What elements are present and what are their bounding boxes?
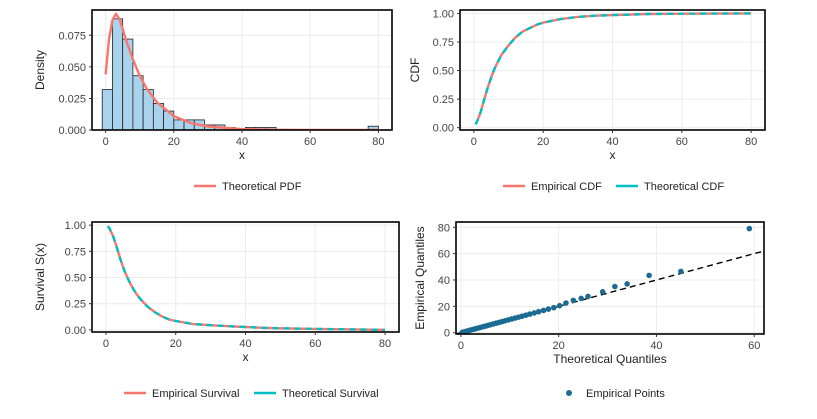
y-tick-label: 0.50 <box>65 273 86 285</box>
series-line-theoretical-survival <box>106 225 386 332</box>
y-tick-label: 0 <box>444 328 450 340</box>
legend-label: Theoretical CDF <box>644 181 724 193</box>
data-point <box>550 304 557 311</box>
panel-qq: 0 20 40 60 0 20 40 60 80 Theoretical Quantiles Emp… <box>413 221 765 400</box>
y-axis-label: Survival S(x) <box>33 243 47 311</box>
legend: Empirical CDF Theoretical CDF <box>503 181 724 193</box>
legend: Empirical Points <box>566 388 665 400</box>
y-tick-label: 60 <box>438 249 450 261</box>
data-point <box>540 307 547 314</box>
x-tick-label: 60 <box>309 338 321 350</box>
y-tick-label: 0.25 <box>433 94 454 106</box>
x-tick-label: 80 <box>379 338 391 350</box>
data-point <box>527 311 533 317</box>
x-axis-label: x <box>243 350 249 364</box>
x-axis-label: x <box>610 148 616 162</box>
histogram-bar <box>112 18 124 130</box>
series-line-theoretical-cdf <box>474 12 752 125</box>
y-tick-label: 0.75 <box>65 246 86 258</box>
data-point <box>563 300 569 306</box>
y-tick-label: 0.025 <box>58 93 86 105</box>
legend-label: Empirical CDF <box>531 181 602 193</box>
data-point <box>612 283 618 290</box>
x-tick-label: 20 <box>170 338 182 350</box>
x-tick-label: 0 <box>458 340 464 352</box>
plot-area <box>456 225 764 334</box>
histogram-bar <box>173 119 185 130</box>
legend: Theoretical PDF <box>194 181 302 193</box>
y-tick-label: 0.25 <box>65 299 86 311</box>
y-tick-label: 20 <box>438 301 450 313</box>
plot-area <box>106 225 386 332</box>
data-point <box>599 289 606 295</box>
y-tick-label: 0.00 <box>433 123 454 135</box>
legend: Empirical Survival Theoretical Survival <box>124 388 379 400</box>
panel-survival: 0 20 40 60 80 0.00 0.25 0.50 0.75 1.00 x Survival S… <box>33 220 400 400</box>
y-tick-label: 0.075 <box>58 30 86 42</box>
y-tick-label: 40 <box>438 275 450 287</box>
y-tick-label: 0.75 <box>433 37 454 49</box>
histogram-bar <box>101 89 113 130</box>
x-tick-label: 60 <box>676 136 688 148</box>
data-point <box>678 268 684 275</box>
panel-density: 0 20 40 60 80 0.000 0.025 0.050 0.075 x Density The… <box>33 9 393 193</box>
x-tick-label: 0 <box>103 136 109 148</box>
x-tick-label: 0 <box>103 338 109 350</box>
x-tick-label: 20 <box>553 340 565 352</box>
x-tick-label: 60 <box>748 340 760 352</box>
panel-cdf: 0 20 40 60 80 0.00 0.25 0.50 0.75 1.00 x CDF Empiric… <box>408 8 766 193</box>
y-tick-label: 80 <box>438 222 450 234</box>
data-point <box>556 302 563 309</box>
data-point <box>531 310 538 316</box>
data-point <box>578 295 584 302</box>
legend-key-point <box>566 390 572 396</box>
data-point <box>624 281 630 287</box>
x-tick-label: 20 <box>537 136 549 148</box>
x-tick-label: 40 <box>606 136 618 148</box>
series-line-empirical-cdf <box>474 12 752 125</box>
x-tick-label: 0 <box>471 136 477 148</box>
series-line-empirical-survival <box>106 225 386 332</box>
plot-area <box>474 12 752 125</box>
x-tick-label: 40 <box>236 136 248 148</box>
data-point <box>646 272 652 279</box>
histogram-bar <box>132 75 144 130</box>
data-point <box>570 297 577 304</box>
y-tick-label: 1.00 <box>433 8 454 20</box>
plot-area <box>101 12 379 130</box>
data-point <box>746 225 753 232</box>
y-tick-label: 0.00 <box>65 325 86 337</box>
data-point <box>545 306 552 312</box>
y-tick-label: 0.000 <box>58 125 86 137</box>
x-tick-label: 80 <box>745 136 757 148</box>
y-axis-label: CDF <box>408 58 422 83</box>
legend-label: Theoretical Survival <box>282 388 379 400</box>
x-tick-label: 60 <box>304 136 316 148</box>
x-tick-label: 40 <box>239 338 251 350</box>
data-point <box>585 293 591 300</box>
y-tick-label: 0.050 <box>58 62 86 74</box>
y-tick-label: 0.50 <box>433 66 454 78</box>
x-axis-label: Theoretical Quantiles <box>553 352 666 366</box>
legend-label: Empirical Survival <box>152 388 239 400</box>
x-tick-label: 40 <box>650 340 662 352</box>
x-tick-label: 80 <box>372 136 384 148</box>
x-tick-label: 20 <box>168 136 180 148</box>
data-point <box>535 308 542 315</box>
plot-border <box>455 221 765 335</box>
x-axis-label: x <box>239 148 245 162</box>
legend-label: Empirical Points <box>586 388 665 400</box>
legend-label: Theoretical PDF <box>222 181 302 193</box>
y-axis-label: Density <box>33 50 47 90</box>
y-tick-label: 1.00 <box>65 220 86 232</box>
y-axis-label: Empirical Quantiles <box>413 226 427 329</box>
